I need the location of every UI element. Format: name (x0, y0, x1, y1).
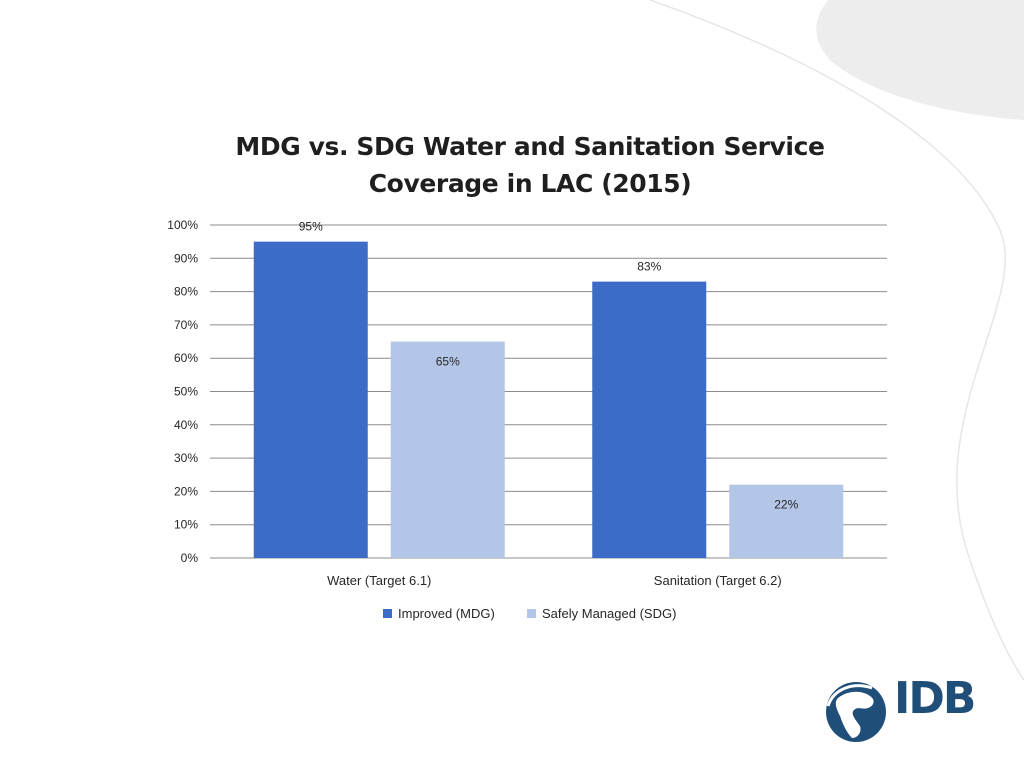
legend-label: Safely Managed (SDG) (542, 606, 676, 621)
bars (253, 241, 844, 558)
globe-continent (835, 691, 874, 738)
y-tick-label: 100% (167, 218, 198, 232)
data-label: 83% (637, 260, 661, 274)
y-tick-label: 30% (174, 451, 198, 465)
x-category-label: Sanitation (Target 6.2) (654, 573, 782, 588)
y-tick-label: 60% (174, 351, 198, 365)
x-category-label: Water (Target 6.1) (327, 573, 431, 588)
bar-safely-managed (729, 484, 844, 558)
globe-arc (826, 684, 873, 707)
data-label: 95% (299, 220, 323, 234)
idb-globe-icon (826, 682, 886, 742)
bar-data-labels: 95% 65% 83% 22% (299, 220, 799, 512)
x-axis-categories: Water (Target 6.1) Sanitation (Target 6.2… (327, 573, 782, 588)
curve-line (649, 0, 1024, 681)
y-axis-ticks: 0% 10% 20% 30% 40% 50% 60% 70% 80% 90% 100% (167, 218, 198, 565)
y-tick-label: 70% (174, 318, 198, 332)
chart-title-line-1: MDG vs. SDG Water and Sanitation Service (235, 132, 825, 161)
legend: Improved (MDG) Safely Managed (SDG) (383, 606, 676, 621)
y-tick-label: 10% (174, 518, 198, 532)
legend-swatch (383, 609, 392, 618)
chart-title-line-2: Coverage in LAC (2015) (368, 169, 692, 198)
y-tick-label: 50% (174, 385, 198, 399)
legend-label: Improved (MDG) (398, 606, 495, 621)
data-label: 65% (436, 355, 460, 369)
y-tick-label: 40% (174, 418, 198, 432)
data-label: 22% (774, 498, 798, 512)
y-tick-label: 20% (174, 484, 198, 498)
y-tick-label: 90% (174, 251, 198, 265)
idb-logo-text: IDB (894, 673, 976, 724)
y-tick-label: 80% (174, 285, 198, 299)
chart-title: MDG vs. SDG Water and Sanitation Service… (180, 128, 880, 202)
legend-swatch (527, 609, 536, 618)
y-tick-label: 0% (181, 551, 199, 565)
bar-improved (592, 281, 707, 558)
bar-safely-managed (390, 341, 505, 558)
corner-swoosh (816, 0, 1024, 120)
bar-improved (253, 241, 368, 558)
